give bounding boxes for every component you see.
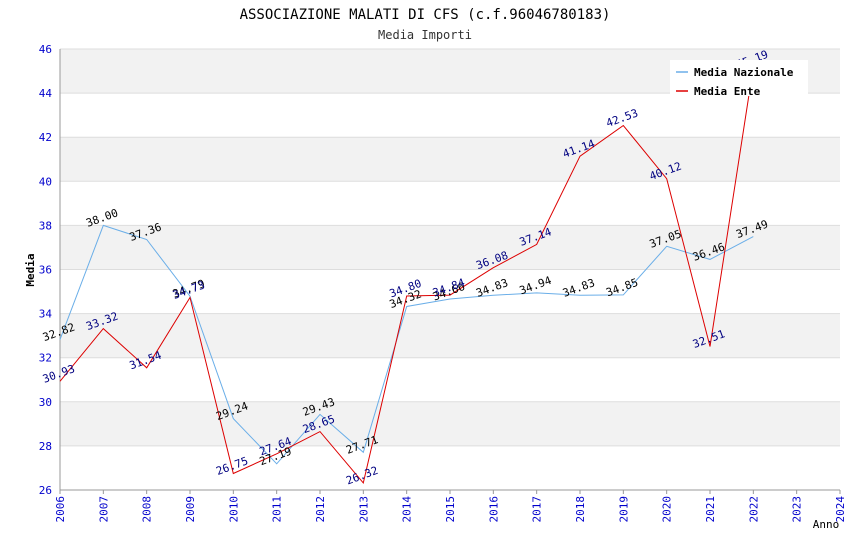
band — [60, 137, 840, 182]
series-lines — [59, 66, 754, 484]
x-tick-label: 2009 — [184, 496, 197, 523]
x-tick-label: 2008 — [141, 496, 154, 523]
y-tick-label: 30 — [39, 396, 52, 409]
chart-subtitle: Media Importi — [378, 28, 472, 42]
series-line-media-nazionale — [59, 224, 754, 465]
x-tick-label: 2007 — [97, 496, 110, 523]
y-tick-label: 44 — [39, 87, 53, 100]
y-axis-title: Media — [24, 253, 37, 286]
legend-label-ente: Media Ente — [694, 85, 761, 98]
y-tick-label: 38 — [39, 219, 52, 232]
y-tick-label: 46 — [39, 43, 52, 56]
y-tick-label: 40 — [39, 175, 52, 188]
chart-title: ASSOCIAZIONE MALATI DI CFS (c.f.96046780… — [240, 7, 611, 23]
x-tick-label: 2017 — [531, 496, 544, 523]
x-tick-label: 2014 — [401, 496, 414, 523]
x-axis-title: Anno — [813, 518, 840, 531]
x-tick-label: 2016 — [487, 496, 500, 522]
axes: 26 28 30 32 34 36 38 40 42 44 46 2006 2007 2008 2009 20… — [39, 43, 847, 523]
band — [60, 225, 840, 270]
x-tick-label: 2015 — [444, 496, 457, 523]
x-tick-label: 2011 — [271, 496, 284, 523]
y-tick-label: 36 — [39, 264, 52, 277]
x-tick-label: 2013 — [357, 496, 370, 523]
x-tick-label: 2022 — [747, 496, 760, 523]
band — [60, 313, 840, 358]
series-line-media-ente — [59, 66, 754, 484]
legend-label-nazionale: Media Nazionale — [694, 66, 794, 79]
x-tick-label: 2023 — [791, 496, 804, 523]
x-tick-label: 2020 — [661, 496, 674, 523]
y-tick-label: 26 — [39, 484, 52, 497]
y-tick-label: 32 — [39, 352, 52, 365]
band — [60, 401, 840, 446]
x-tick-label: 2010 — [227, 496, 240, 523]
legend-box — [670, 60, 808, 96]
x-tick-label: 2018 — [574, 496, 587, 523]
x-tick-label: 2021 — [704, 496, 717, 523]
y-tick-label: 28 — [39, 440, 52, 453]
x-tick-label: 2019 — [617, 496, 630, 523]
y-tick-label: 42 — [39, 131, 52, 144]
legend: Media Nazionale Media Ente — [670, 60, 808, 98]
x-tick-label: 2006 — [54, 496, 67, 523]
y-tick-label: 34 — [39, 308, 53, 321]
x-tick-label: 2012 — [314, 496, 327, 523]
x-tick-label: 2024 — [834, 496, 847, 523]
